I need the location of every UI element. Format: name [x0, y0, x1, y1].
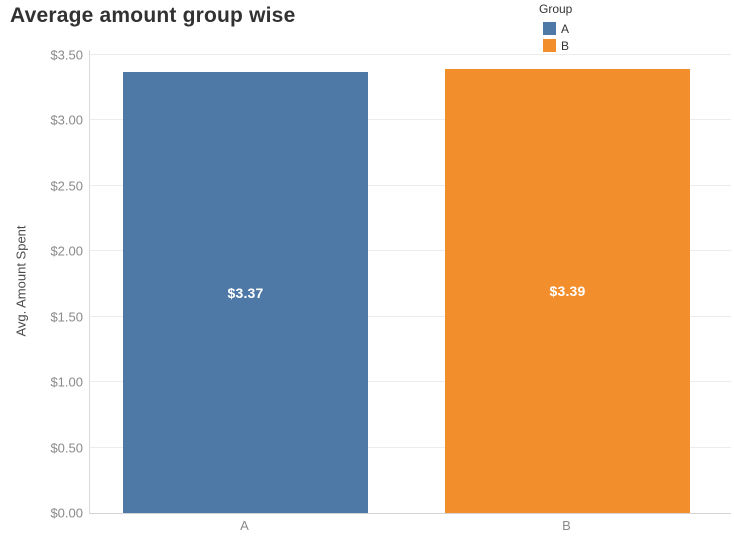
ytick-label-$3.50: $3.50	[50, 47, 83, 63]
ytick-label-$1.00: $1.00	[50, 374, 83, 390]
bar-B[interactable]: $3.39	[445, 69, 690, 513]
ytick-label-$0.50: $0.50	[50, 440, 83, 456]
gridline-$1.50	[90, 315, 731, 317]
xtick-label-A: A	[240, 518, 249, 533]
xtick-label-B: B	[562, 518, 571, 533]
legend-item-A[interactable]: A	[539, 20, 729, 37]
gridline-$1.00	[90, 381, 731, 383]
legend-swatch-B-icon	[543, 39, 556, 52]
legend-label-B: B	[561, 38, 570, 53]
ytick-label-$0.00: $0.00	[50, 505, 83, 521]
ytick-label-$1.50: $1.50	[50, 309, 83, 325]
bar-A[interactable]: $3.37	[123, 72, 368, 513]
gridline-$2.00	[90, 250, 731, 252]
gridline-$2.50	[90, 184, 731, 186]
legend-item-B[interactable]: B	[539, 37, 729, 54]
legend-label-A: A	[561, 21, 570, 36]
plot-area: $3.37 $3.39	[89, 50, 731, 514]
legend-title: Group	[539, 2, 573, 16]
bar-value-label-A: $3.37	[227, 284, 264, 301]
gridline-$3.50	[90, 53, 731, 55]
legend-swatch-A-icon	[543, 22, 556, 35]
ytick-label-$2.50: $2.50	[50, 178, 83, 194]
bar-value-label-B: $3.39	[549, 283, 586, 300]
gridline-$0.50	[90, 446, 731, 448]
chart-title: Average amount group wise	[10, 4, 296, 27]
gridline-$3.00	[90, 119, 731, 121]
ytick-label-$2.00: $2.00	[50, 243, 83, 259]
ytick-label-$3.00: $3.00	[50, 112, 83, 128]
